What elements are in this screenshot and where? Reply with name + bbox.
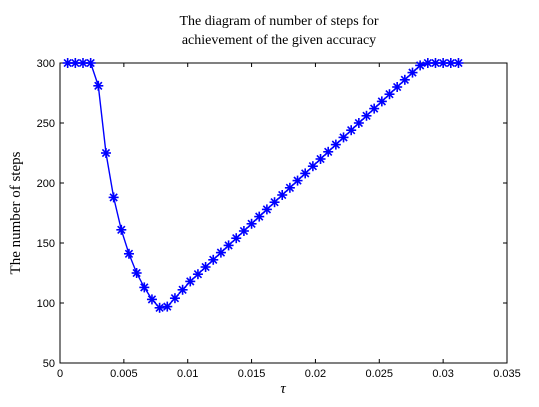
data-point xyxy=(307,161,318,172)
plot-area-frame xyxy=(59,62,508,364)
data-point xyxy=(269,197,280,208)
data-point xyxy=(300,168,311,179)
data-point xyxy=(422,58,433,68)
x-tick-label: 0.035 xyxy=(493,368,521,380)
data-point xyxy=(123,248,134,259)
y-tick-label: 200 xyxy=(37,178,55,190)
data-point xyxy=(369,103,380,114)
data-point xyxy=(238,226,249,236)
data-point xyxy=(399,74,410,85)
data-point xyxy=(169,293,180,304)
data-point xyxy=(208,254,219,265)
data-point xyxy=(415,60,426,71)
data-point xyxy=(323,146,334,157)
data-point xyxy=(346,125,357,136)
data-point xyxy=(453,58,464,68)
data-point xyxy=(284,182,295,193)
data-point xyxy=(292,175,303,186)
series-line xyxy=(67,62,459,309)
y-tick-label: 100 xyxy=(37,298,55,310)
data-point xyxy=(162,301,173,312)
data-point xyxy=(315,154,326,164)
data-point xyxy=(116,224,127,235)
data-point xyxy=(277,190,288,200)
data-point xyxy=(338,132,349,143)
data-point xyxy=(177,284,188,295)
data-point xyxy=(200,262,211,272)
data-point xyxy=(376,96,387,107)
y-tick-label: 300 xyxy=(37,58,55,70)
data-point xyxy=(100,148,111,158)
chart-title-line-2: achievement of the given accuracy xyxy=(182,33,376,48)
data-point xyxy=(223,240,234,251)
data-point xyxy=(330,139,341,150)
data-point xyxy=(392,82,403,92)
x-tick-label: 0.02 xyxy=(305,368,326,380)
y-axis-label: The number of steps xyxy=(8,151,24,274)
data-point xyxy=(353,118,364,128)
data-point xyxy=(384,89,395,100)
data-point xyxy=(246,218,257,229)
y-tick-label: 250 xyxy=(37,118,55,130)
data-point xyxy=(108,192,119,203)
data-point xyxy=(361,110,372,121)
x-tick-label: 0 xyxy=(57,368,63,380)
y-tick-label: 50 xyxy=(43,358,55,370)
axis-ticks: 0 0.005 0.01 0.015 0.02 0.025 0.03 0.035 50 100 15… xyxy=(37,58,521,380)
data-point xyxy=(85,58,96,68)
chart-title-line-1: The diagram of number of steps for xyxy=(179,14,378,29)
data-point xyxy=(131,268,142,278)
x-axis-label: τ xyxy=(280,381,286,397)
data-point xyxy=(430,58,441,68)
data-point xyxy=(231,233,242,244)
data-point xyxy=(407,67,418,78)
data-point xyxy=(93,80,104,91)
x-tick-label: 0.01 xyxy=(177,368,198,380)
data-point xyxy=(254,211,265,222)
y-tick-label: 150 xyxy=(37,238,55,250)
series-layer xyxy=(62,58,464,313)
data-point xyxy=(192,269,203,280)
x-tick-label: 0.005 xyxy=(110,368,138,380)
data-point xyxy=(70,58,81,68)
data-point xyxy=(185,276,196,287)
x-tick-label: 0.03 xyxy=(432,368,453,380)
x-tick-label: 0.015 xyxy=(238,368,266,380)
data-point xyxy=(139,282,150,293)
data-point xyxy=(261,204,272,215)
data-point xyxy=(215,247,226,258)
data-point xyxy=(154,302,165,313)
x-tick-label: 0.025 xyxy=(366,368,394,380)
data-point xyxy=(146,294,157,305)
